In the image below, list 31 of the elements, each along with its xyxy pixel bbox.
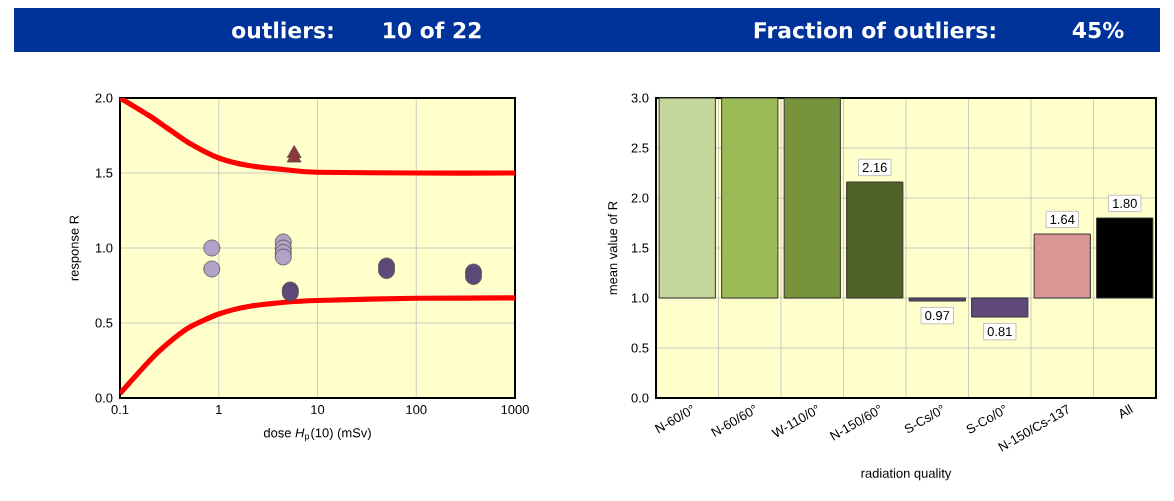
x-tick-label: 10 xyxy=(311,405,325,415)
x-axis-title: dose H$_{p}$(10) (mSv) xyxy=(263,427,371,442)
y-tick-label: 3.0 xyxy=(631,93,649,103)
y-tick-label: 2.0 xyxy=(631,193,649,203)
x-tick-label: 100 xyxy=(406,405,427,415)
y-tick-label: 0.5 xyxy=(631,343,649,353)
y-axis-title: response R xyxy=(69,215,82,281)
y-tick-label: 2.0 xyxy=(95,93,113,103)
y-tick-label: 0.0 xyxy=(95,393,113,403)
y-tick-label: 1.5 xyxy=(95,168,113,178)
y-tick-label: 1.0 xyxy=(631,293,649,303)
x-axis-title: radiation quality xyxy=(861,468,952,481)
y-tick-label: 1.5 xyxy=(631,243,649,253)
text: 10 of 22 xyxy=(384,21,481,39)
y-axis-title: mean value of R xyxy=(607,201,618,295)
text: outliers: xyxy=(232,21,333,39)
x-tick-label: 1 xyxy=(216,405,222,414)
y-tick-label: 2.5 xyxy=(631,143,649,153)
text: 45% xyxy=(1072,21,1124,39)
y-tick-label: 0.0 xyxy=(631,393,649,403)
x-tick-label: 0.1 xyxy=(111,405,129,415)
data-label: 0.97 xyxy=(925,311,950,321)
y-tick-label: 0.5 xyxy=(95,318,113,328)
x-tick-label: All xyxy=(1120,404,1134,419)
data-label: 1.80 xyxy=(1113,198,1137,209)
text: Fraction of outliers: xyxy=(754,21,995,39)
data-label: 2.16 xyxy=(862,162,887,173)
x-tick-label: 1000 xyxy=(501,405,529,415)
data-label: 0.81 xyxy=(987,327,1012,337)
y-tick-label: 1.0 xyxy=(95,243,113,253)
data-label: 1.64 xyxy=(1050,214,1075,225)
